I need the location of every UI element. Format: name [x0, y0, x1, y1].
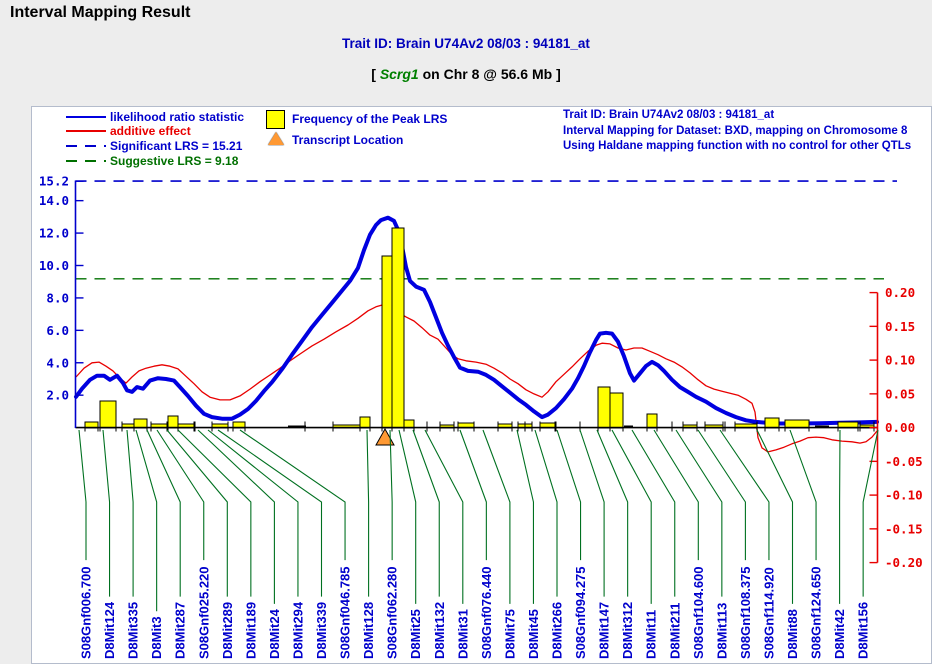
left-axis-tick-label: 12.0 — [39, 226, 69, 241]
marker-label: S08Gnf104.600 — [691, 566, 706, 659]
frequency-bar — [392, 228, 404, 428]
left-axis-tick-label: 2.0 — [46, 388, 69, 403]
marker-connector-line — [863, 430, 878, 597]
marker-label: D8Mit189 — [243, 602, 258, 659]
marker-connector-line — [127, 430, 133, 597]
marker-connector-line — [390, 430, 392, 560]
marker-label: D8Mit289 — [220, 602, 235, 659]
marker-label: D8Mit113 — [714, 603, 729, 659]
marker-label: D8Mit266 — [550, 602, 565, 659]
marker-label: D8Mit124 — [102, 601, 117, 659]
marker-label: D8Mit211 — [667, 603, 682, 659]
right-axis-tick-label: -0.10 — [885, 488, 923, 503]
marker-label: D8Mit147 — [597, 602, 612, 659]
marker-connector-line — [597, 430, 628, 597]
marker-connector-line — [79, 430, 86, 560]
marker-connector-line — [136, 430, 157, 611]
frequency-bar — [765, 418, 779, 428]
marker-connector-line — [147, 430, 180, 597]
marker-connector-line — [103, 430, 110, 597]
marker-label: D8Mit312 — [620, 602, 635, 659]
marker-label: D8Mit132 — [432, 602, 447, 659]
frequency-bar — [382, 256, 392, 428]
marker-label: S08Gnf062.280 — [385, 566, 400, 659]
frequency-bar — [598, 387, 610, 428]
marker-connector-line — [218, 430, 322, 597]
marker-connector-line — [790, 430, 816, 560]
marker-connector-line — [413, 430, 439, 597]
frequency-bar — [100, 401, 116, 428]
marker-label: D8Mit156 — [856, 602, 871, 659]
marker-connector-line — [535, 430, 557, 597]
frequency-bar — [168, 416, 178, 428]
marker-label: D8Mit45 — [526, 609, 541, 659]
marker-label: S08Gnf114.920 — [761, 567, 776, 659]
left-axis-tick-label: 4.0 — [46, 355, 69, 370]
marker-label: D8Mit25 — [408, 609, 423, 659]
marker-label: D8Mit75 — [502, 609, 517, 659]
marker-connector-line — [240, 430, 345, 560]
marker-label: D8Mit335 — [126, 602, 141, 659]
frequency-bar — [647, 414, 657, 428]
left-axis-tick-label: 14.0 — [39, 193, 69, 208]
marker-label: S08Gnf076.440 — [479, 566, 494, 659]
marker-connector-line — [612, 430, 651, 604]
left-axis-tick-label: 10.0 — [39, 258, 69, 273]
marker-label: D8Mit88 — [785, 609, 800, 659]
marker-label: D8Mit294 — [290, 601, 305, 659]
right-axis-tick-label: 0.10 — [885, 353, 915, 368]
marker-connector-line — [632, 430, 675, 597]
right-axis-tick-label: 0.15 — [885, 319, 915, 334]
transcript-location-triangle — [376, 429, 394, 445]
marker-connector-line — [425, 430, 463, 604]
marker-label: D8Mit24 — [267, 608, 282, 659]
frequency-bar — [404, 420, 414, 428]
marker-connector-line — [557, 430, 581, 560]
marker-label: D8Mit3 — [149, 616, 164, 659]
marker-label: S08Gnf124.650 — [809, 566, 824, 659]
marker-label: D8Mit31 — [455, 609, 470, 659]
marker-label: D8Mit287 — [173, 602, 188, 659]
marker-label: S08Gnf108.375 — [738, 566, 753, 659]
marker-label: D8Mit339 — [314, 602, 329, 659]
right-axis-tick-label: -0.15 — [885, 521, 923, 536]
frequency-bar — [785, 420, 809, 428]
marker-label: D8Mit128 — [361, 602, 376, 659]
marker-connector-line — [367, 430, 369, 597]
right-axis-tick-label: 0.20 — [885, 285, 915, 300]
right-axis-tick-label: -0.05 — [885, 454, 923, 469]
marker-label: S08Gnf025.220 — [196, 566, 211, 659]
marker-label: S08Gnf046.785 — [338, 566, 353, 659]
marker-connector-line — [720, 430, 769, 560]
right-axis-tick-label: 0.00 — [885, 420, 915, 435]
marker-connector-line — [517, 430, 533, 604]
right-axis-tick-label: 0.05 — [885, 386, 915, 401]
marker-connector-line — [654, 430, 698, 560]
left-axis-tick-label: 15.2 — [39, 174, 69, 189]
marker-label: D8Mit11 — [644, 610, 659, 659]
marker-label: S08Gnf006.700 — [79, 566, 94, 659]
frequency-bar — [360, 417, 370, 428]
lrs-curve — [76, 218, 877, 424]
left-axis-tick-label: 8.0 — [46, 290, 69, 305]
right-axis-tick-label: -0.20 — [885, 555, 923, 570]
marker-label: D8Mit42 — [832, 609, 847, 659]
marker-label: S08Gnf094.275 — [573, 566, 588, 659]
marker-connector-line — [460, 430, 486, 560]
left-axis-tick-label: 6.0 — [46, 323, 69, 338]
marker-connector-line — [399, 430, 416, 604]
frequency-bar — [134, 419, 147, 428]
frequency-bar — [610, 393, 623, 428]
